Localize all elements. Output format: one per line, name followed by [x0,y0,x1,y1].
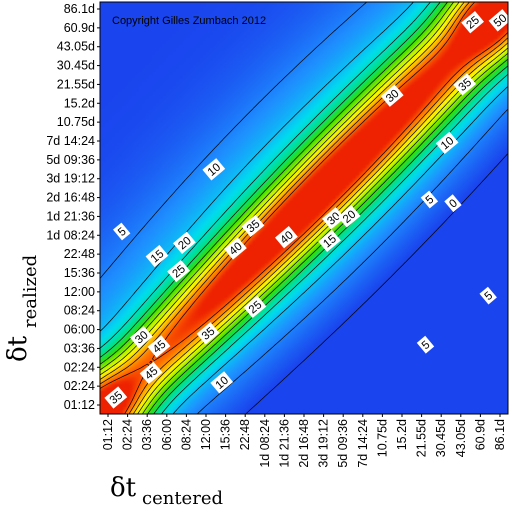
y-tick-label: 7d 14:24 [46,134,95,148]
y-tick-label: 1d 21:36 [46,209,95,223]
contour-label-bg [275,226,298,249]
y-axis-title: δt realized [3,255,41,362]
x-axis-subscript: centered [142,488,223,509]
x-tick-label: 30.45d [434,419,448,457]
x-axis-title: δt centered [110,473,223,509]
x-tick-label: 3d 19:12 [317,419,331,468]
contour-label-bg [202,158,226,181]
contour-label: 5 [112,222,131,241]
contour-label-bg [129,325,153,349]
y-tick-label: 03:36 [64,341,95,355]
contour-line [245,153,508,414]
contour-label-bg [420,190,439,209]
contour-label: 5 [479,286,497,305]
y-tick-label: 3d 19:12 [46,172,95,186]
contour-label-bg [337,205,361,228]
y-tick-label: 5d 09:36 [46,153,95,167]
y-tick-label: 86.1d [64,2,95,16]
contour-label-bg [380,84,404,107]
contour-label-bg [104,386,128,409]
x-tick-label: 2d 16:48 [297,419,311,468]
x-tick-label: 12:00 [199,419,213,450]
x-tick-label: 02:24 [121,419,135,450]
copyright-annotation: Copyright Gilles Zumbach 2012 [112,15,266,27]
y-tick-label: 2d 16:48 [46,191,95,205]
contour-label-bg [435,131,459,155]
x-tick-label: 7d 14:24 [356,419,370,468]
contour-label: 5 [420,190,439,209]
contour-label-bg [243,295,267,319]
contour-label-bg [461,11,484,34]
contour-label-bg [488,9,512,32]
x-tick-label: 21.55d [415,419,429,457]
y-tick-label: 22:48 [64,247,95,261]
x-tick-label: 08:24 [179,419,193,450]
x-tick-label: 86.1d [493,419,507,450]
x-tick-label: 60.9d [473,419,487,450]
contour-line [100,2,508,414]
y-tick-label: 1d 08:24 [46,228,95,242]
contour-label-bg [173,231,196,254]
y-axis-symbol: δt [3,335,33,362]
y-tick-label: 21.55d [57,77,95,91]
contour-label-bg [479,286,497,305]
contour-label-bg [112,222,131,241]
y-tick-label: 30.45d [57,59,95,73]
y-axis-subscript: realized [20,255,41,328]
x-tick-label: 5d 09:36 [336,419,350,468]
y-tick-label: 12:00 [64,285,95,299]
contour-line [100,2,508,414]
contour-line [100,2,508,414]
y-tick-label: 60.9d [64,21,95,35]
y-tick-label: 02:24 [64,360,95,374]
x-axis-ticks: 01:12 02:24 03:36 06:00 08:24 12:00 15:36 22:48… [101,414,507,468]
contour-line [100,2,508,414]
x-tick-label: 43.05d [454,419,468,457]
y-tick-label: 15:36 [64,266,95,280]
y-tick-label: 01:12 [64,398,95,412]
contour-label-bg [322,207,345,230]
contour-label-bg [139,361,163,385]
contour-label-bg [210,371,234,394]
contour-label-bg [196,322,220,345]
contour-label-bg [318,229,341,253]
contour-label-bg [453,73,477,96]
x-tick-label: 1d 21:36 [277,419,291,468]
contour-label-bg [444,194,462,213]
y-axis-ticks: 01:12 02:24 02:24 03:36 06:00 08:24 12:00 15:36… [46,2,100,412]
y-tick-label: 08:24 [64,304,95,318]
contour-line [100,2,508,414]
contour-label: 5 [416,335,435,354]
y-tick-label: 10.75d [57,115,95,129]
y-tick-label: 43.05d [57,40,95,54]
y-tick-label: 06:00 [64,323,95,337]
y-tick-label: 02:24 [64,379,95,393]
contour-label-bg [241,214,265,238]
contour-line [100,2,508,414]
x-tick-label: 10.75d [375,419,389,457]
contour-label-bg [224,237,247,260]
contour-label-bg [147,335,171,358]
x-tick-label: 15.2d [395,419,409,450]
x-tick-label: 01:12 [101,419,115,450]
x-axis-symbol: δt [110,473,137,503]
contour-label-bg [167,259,190,283]
x-tick-label: 22:48 [238,419,252,450]
x-tick-label: 1d 08:24 [258,419,272,468]
x-tick-label: 06:00 [160,419,174,450]
contour-label-bg [145,244,169,268]
y-tick-label: 15.2d [64,96,95,110]
x-tick-label: 15:36 [219,419,233,450]
contour-label: 0 [444,194,462,213]
contour-label-bg [416,335,435,354]
x-tick-label: 03:36 [140,419,154,450]
